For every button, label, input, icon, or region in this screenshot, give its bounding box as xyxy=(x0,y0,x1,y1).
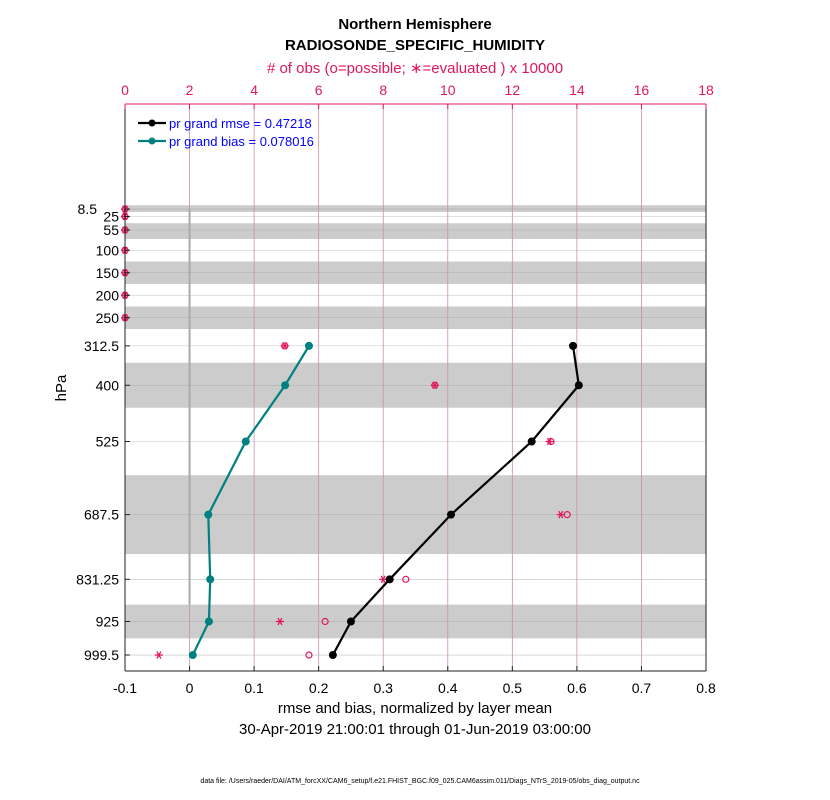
legend-marker-0 xyxy=(148,119,156,127)
y-tick-label: 925 xyxy=(96,614,120,630)
series-point-1 xyxy=(204,510,213,519)
x-tick-label: 0.1 xyxy=(244,680,264,696)
layer-bands xyxy=(125,205,706,639)
series-point-0 xyxy=(346,617,355,626)
x-tick-label: 0.6 xyxy=(567,680,587,696)
x-tick-label: 0.4 xyxy=(438,680,458,696)
top-tick-label: 12 xyxy=(505,82,521,98)
obs-possible-marker xyxy=(321,617,329,626)
series-point-1 xyxy=(241,437,250,446)
top-tick-label: 0 xyxy=(121,82,129,98)
axes: -0.1 0 0.1 0.2 0.3 0.4 0.5 0.6 0.7 0.8 0 2 4 6 8 10 12 14… xyxy=(76,82,716,696)
chart-title: Northern Hemisphere xyxy=(338,16,491,33)
layer-band xyxy=(125,223,706,239)
x-tick-label: 0.8 xyxy=(696,680,716,696)
y-tick-label: 8.5 xyxy=(78,201,98,217)
top-tick-label: 16 xyxy=(634,82,650,98)
obs-evaluated-marker xyxy=(430,381,439,390)
series-point-0 xyxy=(569,341,578,350)
legend-label-1: pr grand bias = 0.078016 xyxy=(169,134,314,149)
series-point-0 xyxy=(328,651,337,660)
top-tick-label: 6 xyxy=(315,82,323,98)
obs-evaluated-marker xyxy=(545,437,554,446)
top-tick-label: 4 xyxy=(250,82,258,98)
top-tick-label: 14 xyxy=(569,82,585,98)
y-tick-label: 312.5 xyxy=(84,338,119,354)
series-point-1 xyxy=(204,617,213,626)
y-tick-label: 25 xyxy=(103,209,119,225)
y-tick-label: 100 xyxy=(96,242,120,258)
y-axis-label: hPa xyxy=(53,374,70,401)
y-tick-label: 150 xyxy=(96,265,120,281)
y-tick-label: 200 xyxy=(96,287,120,303)
x-tick-label: -0.1 xyxy=(113,680,137,696)
x-tick-label: 0 xyxy=(186,680,194,696)
data-marks xyxy=(121,205,583,660)
obs-evaluated-marker xyxy=(154,651,163,659)
top-tick-label: 2 xyxy=(186,82,194,98)
series-point-1 xyxy=(281,381,290,390)
series-point-1 xyxy=(304,341,313,350)
y-tick-label: 400 xyxy=(96,377,120,393)
y-tick-label: 55 xyxy=(103,222,119,238)
series-point-1 xyxy=(188,651,197,660)
legend-label-0: pr grand rmse = 0.47218 xyxy=(169,116,312,131)
grid xyxy=(125,104,706,671)
y-tick-label: 525 xyxy=(96,434,120,450)
top-axis-label: # of obs (o=possible; ∗=evaluated ) x 10… xyxy=(267,60,563,77)
x-tick-label: 0.7 xyxy=(632,680,652,696)
y-tick-label: 999.5 xyxy=(84,647,119,663)
x-tick-label: 0.3 xyxy=(373,680,393,696)
top-tick-label: 18 xyxy=(698,82,714,98)
obs-evaluated-marker xyxy=(275,617,284,626)
obs-possible-marker xyxy=(305,651,313,659)
series-point-0 xyxy=(574,381,583,390)
footer-datafile: data file: /Users/raeder/DAI/ATM_forcXX/… xyxy=(200,778,640,785)
top-tick-label: 10 xyxy=(440,82,456,98)
x-axis-label: rmse and bias, normalized by layer mean xyxy=(278,700,552,717)
obs-evaluated-marker xyxy=(556,510,565,519)
x-tick-label: 0.2 xyxy=(309,680,329,696)
y-tick-label: 250 xyxy=(96,310,120,326)
y-tick-label: 831.25 xyxy=(76,571,119,587)
series-point-0 xyxy=(527,437,536,446)
y-tick-label: 687.5 xyxy=(84,507,119,523)
x-tick-label: 0.5 xyxy=(503,680,523,696)
obs-evaluated-marker xyxy=(280,342,289,350)
legend: pr grand rmse = 0.47218 pr grand bias = 0… xyxy=(138,116,314,149)
obs-possible-marker xyxy=(402,575,410,583)
legend-marker-1 xyxy=(148,137,156,145)
series-point-1 xyxy=(206,575,215,584)
series-point-0 xyxy=(385,575,394,584)
series-point-0 xyxy=(447,510,456,519)
date-range: 30-Apr-2019 21:00:01 through 01-Jun-2019… xyxy=(239,721,591,738)
layer-band xyxy=(125,205,706,212)
chart-subtitle: RADIOSONDE_SPECIFIC_HUMIDITY xyxy=(285,37,545,54)
top-tick-label: 8 xyxy=(379,82,387,98)
